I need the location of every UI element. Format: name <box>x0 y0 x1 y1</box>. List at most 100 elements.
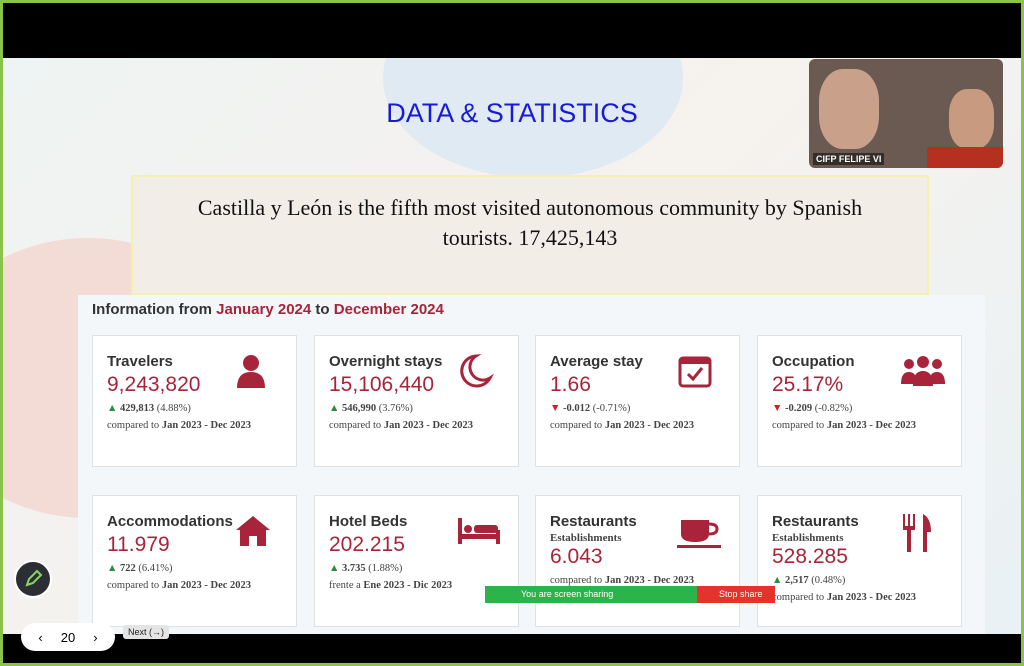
compare-text: compared to <box>550 420 603 431</box>
card-value: 6.043 <box>550 545 603 568</box>
change-pct: (0.48%) <box>811 575 846 586</box>
page-number: 20 <box>60 629 76 645</box>
card-icon <box>236 516 270 546</box>
compare-text: compared to <box>772 420 825 431</box>
card-title: Accommodations <box>107 513 233 530</box>
compare-period: Ene 2023 - Dic 2023 <box>363 580 453 591</box>
card-value: 11.979 <box>107 533 170 556</box>
stat-card: Restaurants Establishments 528.285 ▲ 2,517 … <box>757 495 962 627</box>
person <box>949 89 994 149</box>
change-line: ▲ 2,517 (0.48%) <box>772 572 947 589</box>
pen-icon <box>25 569 43 587</box>
card-icon <box>678 356 712 388</box>
card-change: ▲ 429,813 (4.88%) compared to Jan 2023 - … <box>107 400 282 434</box>
change-pct: (1.88%) <box>368 563 403 574</box>
text: Information from <box>92 301 212 318</box>
pen-button[interactable] <box>14 560 52 598</box>
compare-line: compared to Jan 2023 - Dec 2023 <box>772 589 947 606</box>
card-icon <box>903 514 931 552</box>
trend-arrow: ▲ <box>772 575 783 586</box>
change-value: 2,517 <box>785 575 809 586</box>
change-pct: (-0.82%) <box>814 403 853 414</box>
share-status: You are screen sharing <box>485 586 697 603</box>
card-title: Hotel Beds <box>329 513 408 530</box>
slide-title: DATA & STATISTICS <box>386 98 638 128</box>
stats-panel: Information from January 2024 to Decembe… <box>78 295 985 634</box>
card-value: 15,106,440 <box>329 373 435 396</box>
page-nav: ‹ 20 › <box>21 623 115 651</box>
compare-line: compared to Jan 2023 - Dec 2023 <box>107 577 282 594</box>
card-icon <box>901 356 945 386</box>
compare-period: Jan 2023 - Dec 2023 <box>383 420 474 431</box>
compare-line: compared to Jan 2023 - Dec 2023 <box>550 572 725 589</box>
card-value: 202.215 <box>329 533 405 556</box>
video-tile: CIFP FELIPE VI <box>809 59 1003 168</box>
card-change: ▲ 546,990 (3.76%) compared to Jan 2023 - … <box>329 400 504 434</box>
compare-period: Jan 2023 - Dec 2023 <box>161 420 252 431</box>
card-title: Restaurants <box>772 513 859 530</box>
person <box>927 147 1003 168</box>
compare-line: compared to Jan 2023 - Dec 2023 <box>772 417 947 434</box>
stat-card: Overnight stays 15,106,440 ▲ 546,990 (3.76… <box>314 335 519 467</box>
card-icon <box>460 354 494 388</box>
compare-text: compared to <box>107 420 160 431</box>
card-change: ▲ 2,517 (0.48%) compared to Jan 2023 - De… <box>772 572 947 606</box>
person <box>819 69 879 149</box>
card-change: ▲ 3.735 (1.88%) frente a Ene 2023 - Dic 2… <box>329 560 504 594</box>
date: December 2024 <box>333 301 444 318</box>
compare-text: compared to <box>107 580 160 591</box>
card-title: Overnight stays <box>329 353 443 370</box>
change-line: ▼ -0.209 (-0.82%) <box>772 400 947 417</box>
stat-card: Accommodations 11.979 ▲ 722 (6.41%) compare… <box>92 495 297 627</box>
card-icon <box>237 355 265 388</box>
card-subtitle: Establishments <box>550 532 622 544</box>
change-value: -0.209 <box>785 403 813 414</box>
card-value: 528.285 <box>772 545 848 568</box>
change-value: 429,813 <box>120 403 155 414</box>
stat-card: Travelers 9,243,820 ▲ 429,813 (4.88%) compa… <box>92 335 297 467</box>
quote: Castilla y León is the fifth most visite… <box>131 175 929 295</box>
card-change: ▲ 722 (6.41%) compared to Jan 2023 - Dec … <box>107 560 282 594</box>
card-value: 9,243,820 <box>107 373 201 396</box>
card-change: ▼ -0.209 (-0.82%) compared to Jan 2023 - … <box>772 400 947 434</box>
video-label: CIFP FELIPE VI <box>813 153 885 165</box>
trend-arrow: ▲ <box>329 563 340 574</box>
change-line: ▲ 3.735 (1.88%) <box>329 560 504 577</box>
compare-period: Jan 2023 - Dec 2023 <box>604 575 695 586</box>
trend-arrow: ▲ <box>329 403 340 414</box>
compare-text: compared to <box>772 592 825 603</box>
compare-period: Jan 2023 - Dec 2023 <box>826 592 917 603</box>
info-line: Information from January 2024 to Decembe… <box>92 301 444 318</box>
next-button[interactable]: › <box>93 629 98 645</box>
card-value: 1.66 <box>550 373 591 396</box>
compare-period: Jan 2023 - Dec 2023 <box>826 420 917 431</box>
change-line: ▲ 429,813 (4.88%) <box>107 400 282 417</box>
stat-card: Hotel Beds 202.215 ▲ 3.735 (1.88%) frente a… <box>314 495 519 627</box>
card-title: Travelers <box>107 353 173 370</box>
change-value: 722 <box>120 563 136 574</box>
card-subtitle: Establishments <box>772 532 844 544</box>
stat-card: Occupation 25.17% ▼ -0.209 (-0.82%) compare… <box>757 335 962 467</box>
tooltip: Next (→) <box>123 625 169 639</box>
stop-share-button[interactable]: Stop share <box>697 586 775 603</box>
text: to <box>315 301 330 318</box>
stat-card: Restaurants Establishments 6.043 compared t… <box>535 495 740 627</box>
compare-text: frente a <box>329 580 361 591</box>
change-value: -0.012 <box>563 403 591 414</box>
compare-line: compared to Jan 2023 - Dec 2023 <box>329 417 504 434</box>
card-icon <box>458 518 500 544</box>
change-pct: (4.88%) <box>156 403 191 414</box>
compare-period: Jan 2023 - Dec 2023 <box>161 580 252 591</box>
card-icon <box>677 520 721 548</box>
change-pct: (3.76%) <box>378 403 413 414</box>
card-value: 25.17% <box>772 373 844 396</box>
change-line: ▲ 722 (6.41%) <box>107 560 282 577</box>
compare-line: compared to Jan 2023 - Dec 2023 <box>550 417 725 434</box>
compare-text: compared to <box>550 575 603 586</box>
change-value: 546,990 <box>342 403 377 414</box>
prev-button[interactable]: ‹ <box>38 629 43 645</box>
compare-line: frente a Ene 2023 - Dic 2023 <box>329 577 504 594</box>
change-line: ▼ -0.012 (-0.71%) <box>550 400 725 417</box>
card-change: compared to Jan 2023 - Dec 2023 <box>550 572 725 589</box>
